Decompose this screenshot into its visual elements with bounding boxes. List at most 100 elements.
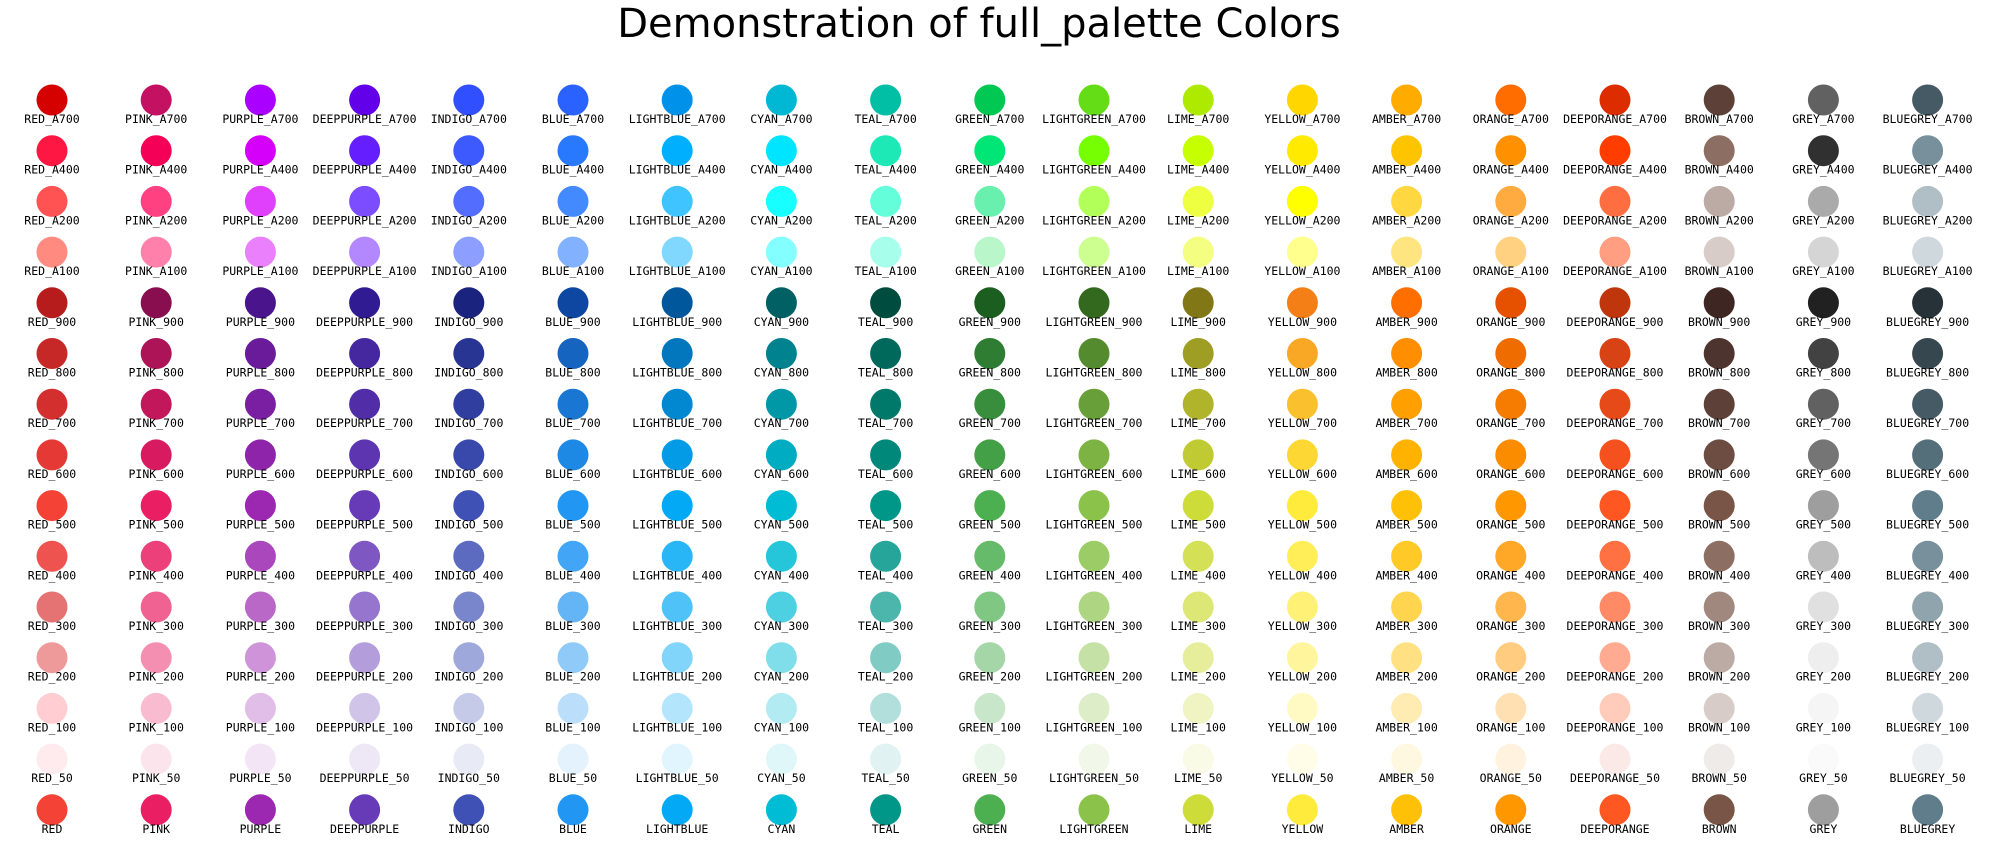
swatch-label-teal-400: TEAL_400 — [858, 568, 913, 582]
swatch-label-yellow-700: YELLOW_700 — [1268, 416, 1337, 430]
swatch-label-yellow-50: YELLOW_50 — [1271, 771, 1333, 785]
swatch-red-600 — [36, 439, 68, 471]
swatch-label-orange-a400: ORANGE_A400 — [1473, 163, 1549, 177]
swatch-grey-a100 — [1807, 236, 1839, 268]
swatch-lightblue-a200 — [661, 185, 693, 217]
swatch-pink-a400 — [140, 135, 172, 167]
swatch-red — [36, 794, 68, 826]
swatch-label-purple-a700: PURPLE_A700 — [222, 112, 298, 126]
swatch-pink-200 — [140, 642, 172, 674]
swatch-deeppurple-200 — [349, 642, 381, 674]
swatch-grey-700 — [1807, 388, 1839, 420]
swatch-label-pink-a200: PINK_A200 — [125, 213, 187, 227]
swatch-label-lightgreen-50: LIGHTGREEN_50 — [1049, 771, 1139, 785]
swatch-lightgreen-50 — [1078, 743, 1110, 775]
swatch-pink-800 — [140, 338, 172, 369]
swatch-brown-100 — [1703, 692, 1735, 724]
swatch-red-300 — [36, 591, 68, 623]
swatch-label-lightblue-100: LIGHTBLUE_100 — [632, 720, 722, 734]
swatch-bluegrey-a400 — [1912, 135, 1944, 167]
swatch-yellow-100 — [1286, 692, 1318, 724]
swatch-label-teal-900: TEAL_900 — [858, 315, 913, 329]
swatch-label-amber-600: AMBER_600 — [1375, 467, 1437, 481]
swatch-orange-900 — [1495, 287, 1527, 319]
swatch-amber-800 — [1391, 338, 1423, 369]
swatch-label-amber-50: AMBER_50 — [1379, 771, 1434, 785]
swatch-label-lightblue-600: LIGHTBLUE_600 — [632, 467, 722, 481]
swatch-label-orange-700: ORANGE_700 — [1476, 416, 1545, 430]
swatch-deeppurple-400 — [349, 540, 381, 572]
swatch-label-bluegrey-a700: BLUEGREY_A700 — [1883, 112, 1973, 126]
swatch-label-orange-a700: ORANGE_A700 — [1473, 112, 1549, 126]
swatch-lime-100 — [1182, 692, 1214, 724]
swatch-label-lime-100: LIME_100 — [1171, 720, 1226, 734]
swatch-bluegrey-a700 — [1912, 84, 1944, 116]
swatch-green-a400 — [974, 135, 1006, 167]
swatch-label-deeporange-300: DEEPORANGE_300 — [1567, 619, 1664, 633]
swatch-orange-300 — [1495, 591, 1527, 623]
swatch-purple-800 — [244, 338, 276, 369]
swatch-deeporange-a200 — [1599, 185, 1631, 217]
swatch-label-lightblue-a100: LIGHTBLUE_A100 — [629, 264, 726, 278]
swatch-label-bluegrey-500: BLUEGREY_500 — [1886, 518, 1969, 532]
swatch-label-brown-600: BROWN_600 — [1688, 467, 1750, 481]
swatch-deeppurple-500 — [349, 490, 381, 522]
swatch-lightblue-200 — [661, 642, 693, 674]
swatch-label-yellow-300: YELLOW_300 — [1268, 619, 1337, 633]
swatch-label-red-900: RED_900 — [28, 315, 77, 329]
swatch-label-green-50: GREEN_50 — [962, 771, 1017, 785]
swatch-label-deeppurple-900: DEEPPURPLE_900 — [316, 315, 413, 329]
swatch-teal-a100 — [870, 236, 902, 268]
swatch-deeporange-300 — [1599, 591, 1631, 623]
swatch-deeporange-100 — [1599, 692, 1631, 724]
swatch-red-a100 — [36, 236, 68, 268]
swatch-label-indigo-300: INDIGO_300 — [434, 619, 503, 633]
swatch-pink-a100 — [140, 236, 172, 268]
swatch-label-lime-900: LIME_900 — [1171, 315, 1226, 329]
swatch-teal-100 — [870, 692, 902, 724]
swatch-label-indigo-a400: INDIGO_A400 — [431, 163, 507, 177]
swatch-label-orange-50: ORANGE_50 — [1480, 771, 1542, 785]
swatch-orange-a400 — [1495, 135, 1527, 167]
swatch-brown-a100 — [1703, 236, 1735, 268]
swatch-blue-600 — [557, 439, 589, 471]
swatch-label-lightgreen-900: LIGHTGREEN_900 — [1046, 315, 1143, 329]
swatch-label-deeppurple-a700: DEEPPURPLE_A700 — [313, 112, 417, 126]
swatch-label-grey-600: GREY_600 — [1796, 467, 1851, 481]
swatch-red-200 — [36, 642, 68, 674]
swatch-label-orange-a100: ORANGE_A100 — [1473, 264, 1549, 278]
swatch-grey-50 — [1807, 743, 1839, 775]
swatch-purple-400 — [244, 540, 276, 572]
swatch-lime-500 — [1182, 490, 1214, 522]
swatch-label-red-a700: RED_A700 — [24, 112, 79, 126]
swatch-label-deeporange-a400: DEEPORANGE_A400 — [1563, 163, 1667, 177]
swatch-label-indigo-a700: INDIGO_A700 — [431, 112, 507, 126]
swatch-label-amber-400: AMBER_400 — [1375, 568, 1437, 582]
swatch-label-orange-400: ORANGE_400 — [1476, 568, 1545, 582]
swatch-indigo-600 — [453, 439, 485, 471]
swatch-label-grey-200: GREY_200 — [1796, 670, 1851, 684]
swatch-orange-700 — [1495, 388, 1527, 420]
swatch-cyan-50 — [765, 743, 797, 775]
swatch-indigo-500 — [453, 490, 485, 522]
swatch-lime-50 — [1182, 743, 1214, 775]
swatch-purple-a400 — [244, 135, 276, 167]
swatch-label-pink: PINK — [142, 822, 170, 836]
swatch-label-yellow-900: YELLOW_900 — [1268, 315, 1337, 329]
swatch-label-indigo-700: INDIGO_700 — [434, 416, 503, 430]
swatch-label-cyan-a700: CYAN_A700 — [750, 112, 812, 126]
swatch-cyan — [765, 794, 797, 826]
swatch-label-green-a100: GREEN_A100 — [955, 264, 1024, 278]
swatch-label-red-a400: RED_A400 — [24, 163, 79, 177]
swatch-indigo-a200 — [453, 185, 485, 217]
swatch-pink-900 — [140, 287, 172, 319]
swatch-cyan-a100 — [765, 236, 797, 268]
swatch-teal-300 — [870, 591, 902, 623]
swatch-label-yellow-600: YELLOW_600 — [1268, 467, 1337, 481]
swatch-label-blue-300: BLUE_300 — [545, 619, 600, 633]
swatch-label-purple-a100: PURPLE_A100 — [222, 264, 298, 278]
swatch-label-bluegrey-a400: BLUEGREY_A400 — [1883, 163, 1973, 177]
swatch-label-deeporange-a200: DEEPORANGE_A200 — [1563, 213, 1667, 227]
swatch-label-lightgreen-a200: LIGHTGREEN_A200 — [1042, 213, 1146, 227]
swatch-label-deeppurple-600: DEEPPURPLE_600 — [316, 467, 413, 481]
